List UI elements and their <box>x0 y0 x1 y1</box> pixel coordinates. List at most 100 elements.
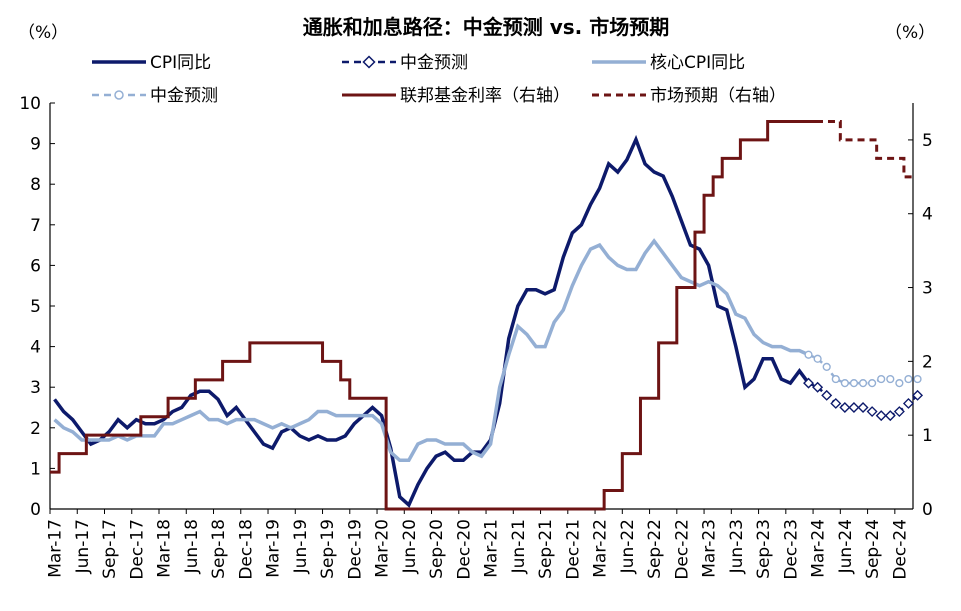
left-y-tick-label: 6 <box>30 256 41 276</box>
marker-layer <box>803 350 924 422</box>
left-y-tick-label: 2 <box>30 419 41 439</box>
series-line-fed-funds-rate <box>50 119 823 511</box>
data-point-cicc-forecast-cpi <box>839 402 851 413</box>
data-point-cicc-forecast-core <box>840 379 849 388</box>
x-tick-label: Sep-20 <box>427 519 447 579</box>
left-y-tick-label: 1 <box>30 459 41 479</box>
left-y-tick-label: 0 <box>30 500 41 520</box>
data-point-cicc-forecast-core <box>895 379 904 388</box>
x-tick-label: Sep-17 <box>100 519 120 579</box>
x-tick-label: Jun-21 <box>509 519 529 574</box>
data-point-cicc-forecast-cpi <box>875 410 887 422</box>
series-line-market-expectation <box>803 119 913 179</box>
legend-label-fed-funds-rate: 联邦基金利率（右轴） <box>400 86 570 106</box>
legend-diamond-marker-icon <box>362 55 376 69</box>
legend-label-cpi: CPI同比 <box>150 53 211 73</box>
data-point-cicc-forecast-cpi <box>912 389 924 401</box>
right-y-tick-label: 3 <box>922 279 933 299</box>
x-tick-label: Mar-17 <box>46 519 66 578</box>
data-point-cicc-forecast-core <box>904 374 913 384</box>
data-point-cicc-forecast-core <box>858 379 868 388</box>
left-y-tick-label: 5 <box>30 297 41 317</box>
series-line-core-cpi <box>53 238 810 463</box>
legend-item-fed-funds-rate[interactable]: 联邦基金利率（右轴） <box>342 86 570 106</box>
x-tick-label: Dec-17 <box>127 519 147 580</box>
x-tick-label: Dec-24 <box>890 519 910 580</box>
legend-circle-marker-icon <box>114 90 124 100</box>
data-point-cicc-forecast-core <box>831 374 840 384</box>
data-point-cicc-forecast-cpi <box>830 397 842 409</box>
left-y-tick-label: 10 <box>19 94 41 114</box>
x-tick-label: Sep-22 <box>645 519 665 579</box>
x-tick-label: Sep-21 <box>536 519 556 579</box>
x-tick-label: Jun-18 <box>182 519 202 574</box>
data-point-cicc-forecast-cpi <box>857 402 869 413</box>
x-tick-label: Dec-18 <box>236 519 256 580</box>
data-point-cicc-forecast-core <box>886 374 895 384</box>
right-y-tick-label: 0 <box>922 500 933 520</box>
legend-item-cicc-forecast-cpi[interactable]: 中金预测 <box>342 53 468 73</box>
left-y-tick-label: 9 <box>30 135 41 155</box>
x-tick-label: Jun-20 <box>400 519 420 574</box>
legend-item-cpi[interactable]: CPI同比 <box>92 53 211 73</box>
right-axis-unit: （%） <box>885 23 935 43</box>
right-y-tick-label: 5 <box>922 131 933 151</box>
data-point-cicc-forecast-core <box>804 350 813 359</box>
x-tick-label: Mar-21 <box>482 519 502 578</box>
data-point-cicc-forecast-core <box>822 362 831 372</box>
x-tick-label: Mar-22 <box>591 519 611 578</box>
data-point-cicc-forecast-cpi <box>803 377 815 389</box>
x-tick-label: Sep-18 <box>209 519 229 579</box>
legend-label-cicc-forecast-core: 中金预测 <box>150 86 218 106</box>
data-point-cicc-forecast-core <box>868 379 877 388</box>
left-y-tick-label: 7 <box>30 216 41 236</box>
data-point-cicc-forecast-cpi <box>866 406 878 418</box>
series-layer <box>50 119 919 511</box>
data-point-cicc-forecast-cpi <box>893 406 905 418</box>
data-point-cicc-forecast-core <box>813 354 822 363</box>
left-y-tick-label: 4 <box>30 338 41 358</box>
legend-item-market-expectation[interactable]: 市场预期（右轴） <box>592 86 786 106</box>
legend-label-cicc-forecast-cpi: 中金预测 <box>400 53 468 73</box>
data-point-cicc-forecast-cpi <box>821 389 833 401</box>
data-point-cicc-forecast-cpi <box>884 410 896 422</box>
x-tick-label: Jun-17 <box>73 519 93 574</box>
x-tick-label: Jun-19 <box>291 519 311 574</box>
x-tick-label: Mar-23 <box>700 519 720 578</box>
series-line-cpi <box>53 134 810 508</box>
x-tick-label: Jun-22 <box>618 519 638 574</box>
left-axis-unit: （%） <box>18 23 68 43</box>
legend-label-core-cpi: 核心CPI同比 <box>650 53 745 73</box>
x-tick-label: Dec-21 <box>563 519 583 580</box>
chart-title: 通胀和加息路径：中金预测 vs. 市场预期 <box>303 15 669 39</box>
legend-label-market-expectation: 市场预期（右轴） <box>650 86 786 106</box>
data-point-cicc-forecast-core <box>913 374 922 384</box>
data-point-cicc-forecast-core <box>849 379 859 388</box>
x-tick-label: Mar-19 <box>264 519 284 578</box>
legend-item-cicc-forecast-core[interactable]: 中金预测 <box>92 86 218 106</box>
right-y-tick-label: 2 <box>922 352 933 372</box>
x-tick-label: Mar-18 <box>155 519 175 578</box>
axes: 0 1 2 3 4 5 6 7 8 9 10 0 1 2 3 4 5 Mar-17 Jun-17 Sep-17 Dec-… <box>19 94 932 580</box>
x-tick-label: Dec-19 <box>345 519 365 580</box>
right-y-tick-label: 1 <box>922 426 933 446</box>
x-tick-label: Mar-24 <box>809 519 829 578</box>
left-y-tick-label: 8 <box>30 175 41 195</box>
x-tick-label: Sep-19 <box>318 519 338 579</box>
x-tick-label: Jun-24 <box>836 519 856 574</box>
data-point-cicc-forecast-cpi <box>902 397 914 409</box>
x-tick-label: Dec-20 <box>454 519 474 580</box>
x-tick-label: Dec-22 <box>672 519 692 580</box>
x-tick-label: Sep-24 <box>863 519 883 579</box>
data-point-cicc-forecast-cpi <box>848 402 860 413</box>
x-tick-label: Dec-23 <box>781 519 801 580</box>
left-y-tick-label: 3 <box>30 378 41 398</box>
x-tick-label: Mar-20 <box>373 519 393 578</box>
data-point-cicc-forecast-cpi <box>812 381 824 393</box>
right-y-tick-label: 4 <box>922 205 933 225</box>
x-tick-label: Sep-23 <box>754 519 774 579</box>
x-tick-label: Jun-23 <box>727 519 747 574</box>
legend-item-core-cpi[interactable]: 核心CPI同比 <box>592 53 745 73</box>
